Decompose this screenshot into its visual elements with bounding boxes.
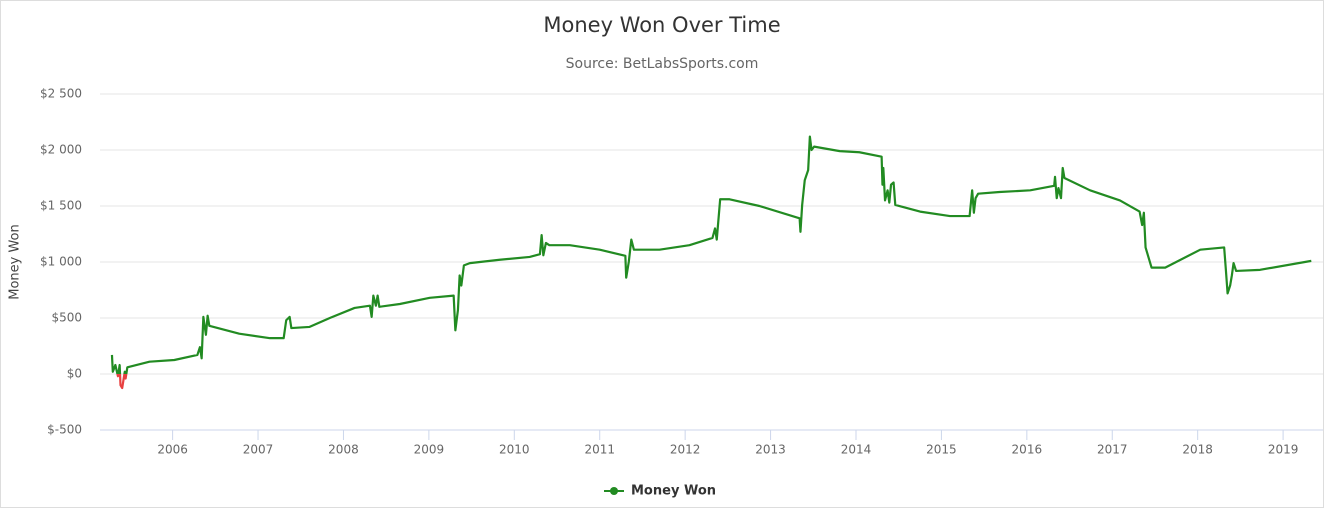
x-tick-label: 2019 (1268, 443, 1299, 457)
x-tick-label: 2015 (926, 443, 957, 457)
y-tick-label: $1 000 (40, 255, 82, 269)
x-tick-label: 2010 (499, 443, 530, 457)
y-tick-label: $2 500 (40, 87, 82, 101)
series-line (110, 135, 1312, 374)
x-tick-label: 2011 (584, 443, 615, 457)
chart-title: Money Won Over Time (543, 13, 780, 37)
chart-subtitle: Source: BetLabsSports.com (566, 56, 759, 72)
legend-marker (610, 487, 618, 495)
y-axis-label: Money Won (8, 224, 23, 300)
x-tick-label: 2012 (670, 443, 701, 457)
y-tick-label: $2 000 (40, 143, 82, 157)
x-tick-label: 2008 (328, 443, 359, 457)
y-tick-label: $500 (51, 311, 82, 325)
y-tick-label: $-500 (47, 423, 82, 437)
x-tick-label: 2007 (243, 443, 274, 457)
x-tick-label: 2018 (1182, 443, 1213, 457)
x-tick-label: 2014 (841, 443, 872, 457)
x-tick-label: 2006 (157, 443, 188, 457)
legend-label: Money Won (631, 484, 716, 499)
y-tick-label: $0 (67, 367, 82, 381)
x-tick-label: 2009 (414, 443, 445, 457)
y-tick-label: $1 500 (40, 199, 82, 213)
x-tick-label: 2016 (1012, 443, 1043, 457)
x-tick-label: 2017 (1097, 443, 1128, 457)
x-tick-label: 2013 (755, 443, 786, 457)
